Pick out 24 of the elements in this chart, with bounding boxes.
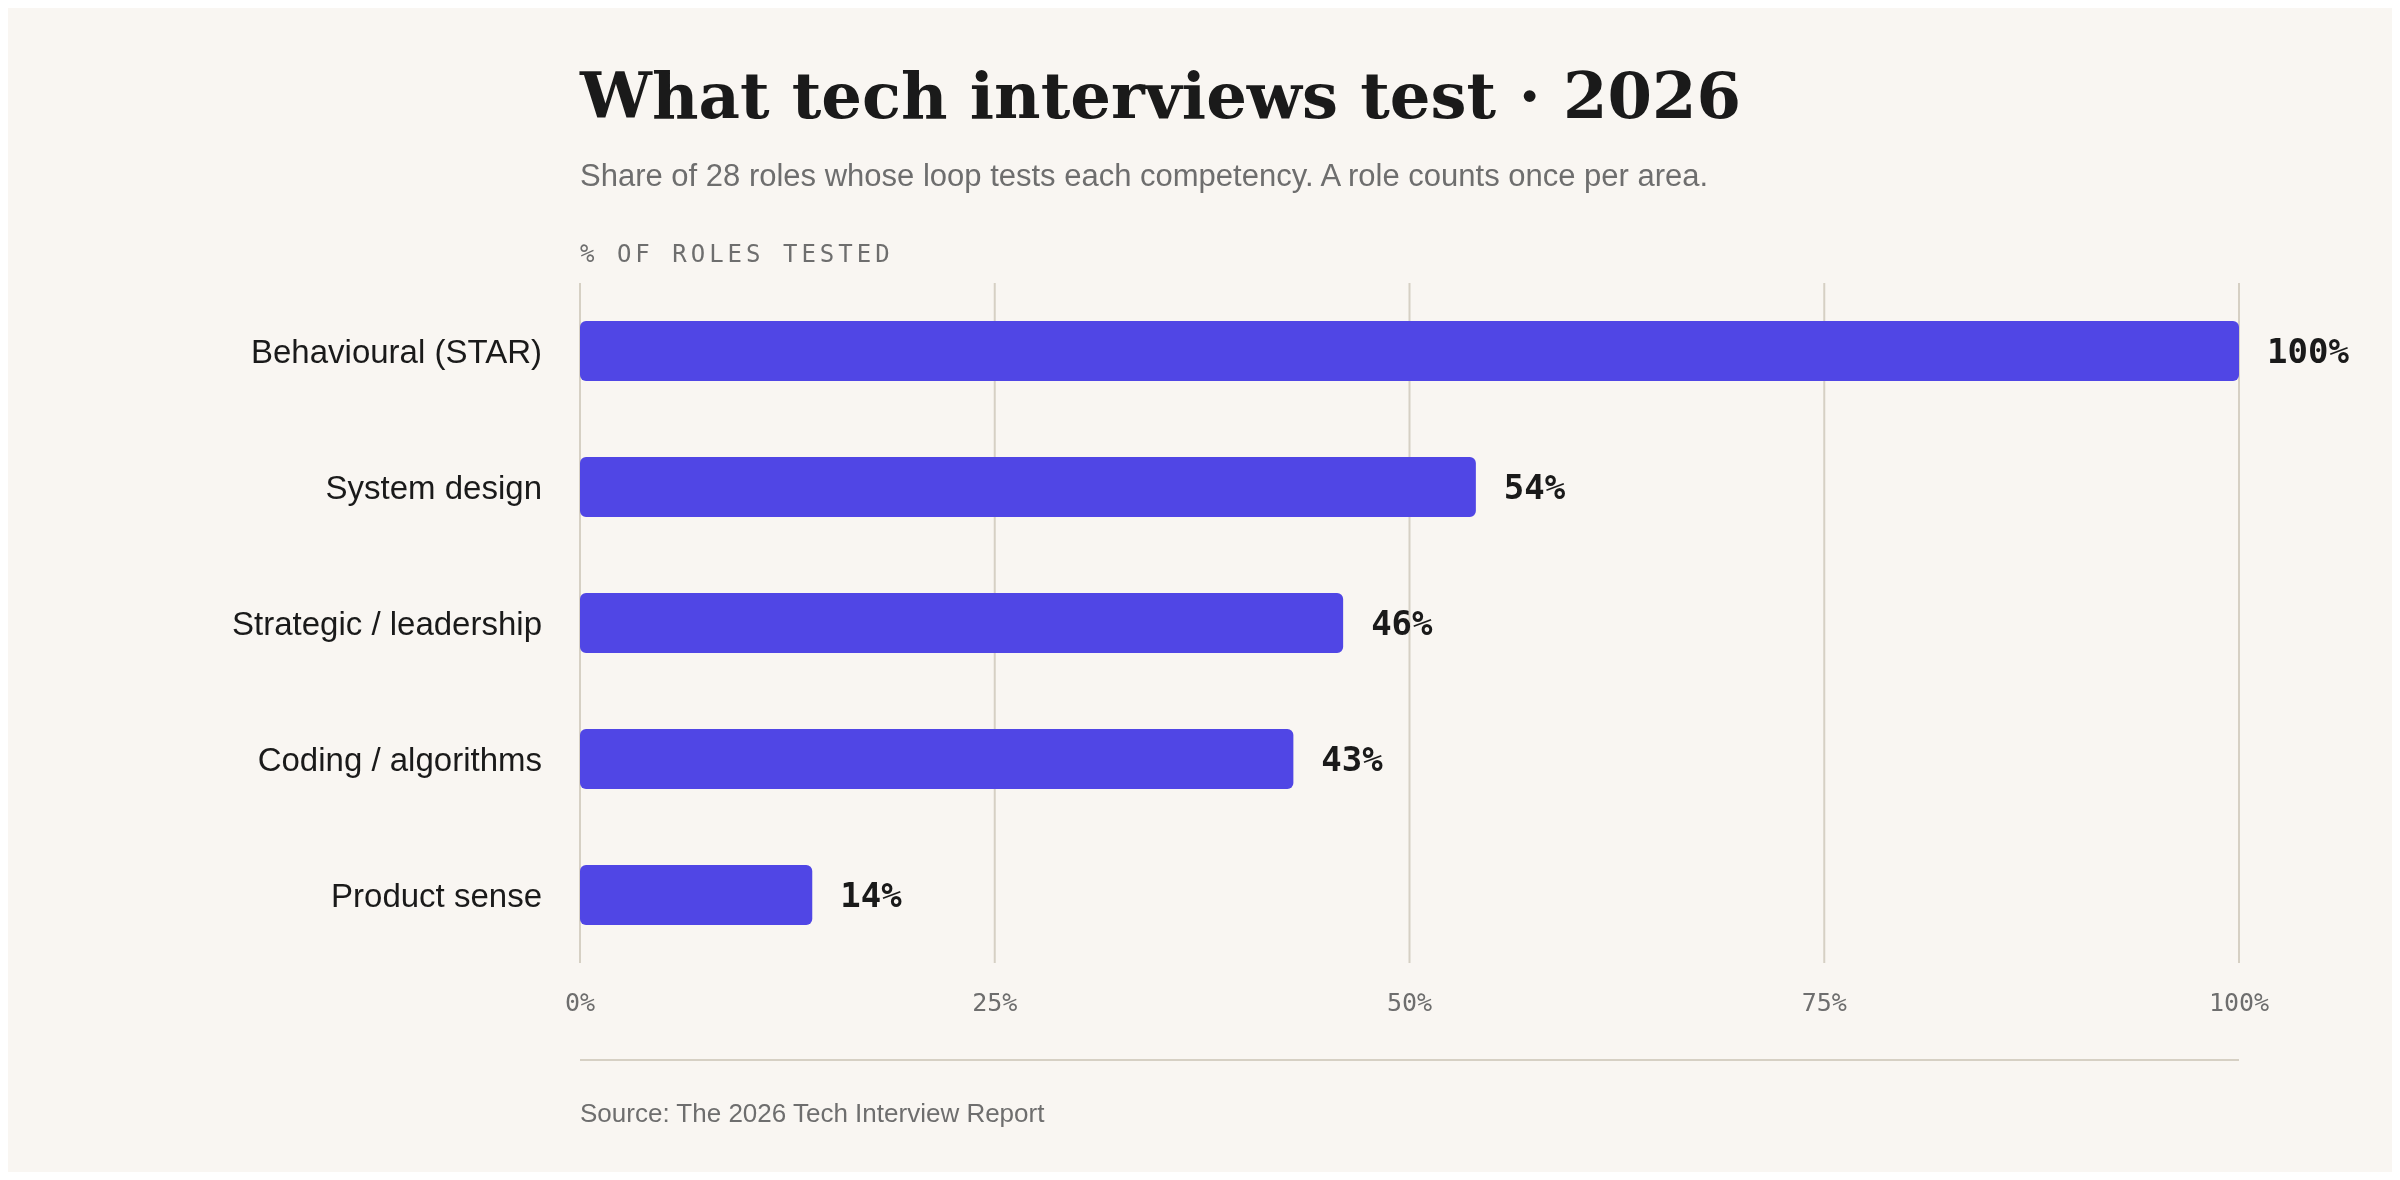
y-tick-label: Coding / algorithms — [257, 740, 542, 778]
bar — [580, 457, 1476, 517]
x-tick-label: 50% — [1386, 987, 1433, 1017]
bar — [580, 865, 813, 925]
chart-title: What tech interviews test · 2026 — [580, 58, 1742, 133]
source-note: Source: The 2026 Tech Interview Report — [580, 1098, 1045, 1129]
x-tick-label: 75% — [1801, 987, 1847, 1017]
x-tick-label: 100% — [2208, 987, 2270, 1017]
y-tick-label: Strategic / leadership — [231, 604, 542, 642]
data-label: 43% — [1321, 739, 1384, 780]
data-label: 100% — [2267, 331, 2350, 372]
data-label: 14% — [840, 875, 903, 916]
y-tick-label: System design — [325, 468, 542, 506]
chart-subtitle: Share of 28 roles whose loop tests each competency. A role counts once per area. — [580, 158, 1709, 194]
data-label: 46% — [1371, 603, 1434, 644]
bar — [580, 321, 2239, 381]
y-tick-label: Product sense — [331, 876, 542, 914]
data-label: 54% — [1503, 467, 1566, 508]
bar — [580, 729, 1294, 789]
bar — [580, 593, 1344, 653]
x-tick-label: 25% — [972, 987, 1018, 1017]
y-tick-label: Behavioural (STAR) — [251, 332, 542, 370]
x-tick-label: 0% — [564, 987, 596, 1017]
x-axis-title: % OF ROLES TESTED — [580, 240, 894, 268]
